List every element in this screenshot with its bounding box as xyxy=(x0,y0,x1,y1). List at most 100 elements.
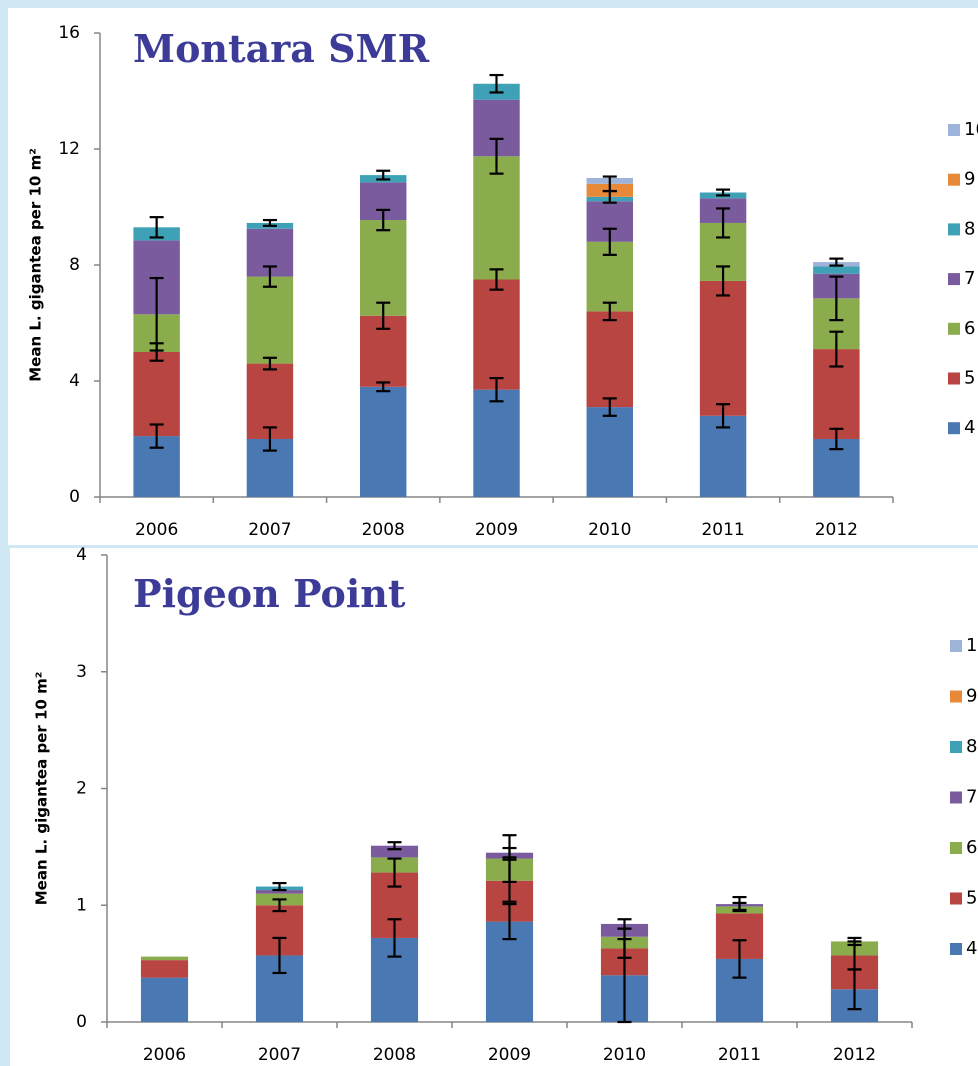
y-tick-label: 2 xyxy=(76,779,87,799)
y-tick-label: 8 xyxy=(69,255,80,275)
y-tick-label: 1 xyxy=(76,895,87,915)
error-bar xyxy=(149,423,164,449)
error-bar xyxy=(489,137,504,175)
legend-swatch xyxy=(948,223,960,236)
error-bar xyxy=(272,881,287,892)
x-tick-label: 2012 xyxy=(833,1045,876,1065)
error-bar xyxy=(272,936,287,975)
y-axis-label: Mean L. gigantea per 10 m² xyxy=(33,672,51,906)
error-bar xyxy=(502,902,517,941)
error-bar xyxy=(716,403,731,429)
error-bar xyxy=(149,276,164,352)
x-tick-label: 2010 xyxy=(588,520,631,540)
error-bar xyxy=(489,377,504,403)
x-tick-label: 2008 xyxy=(362,520,405,540)
legend-swatch xyxy=(948,124,960,136)
chart-title: Montara SMR xyxy=(133,26,430,71)
legend-swatch xyxy=(950,892,962,905)
legend-swatch xyxy=(950,842,962,854)
bar-segment xyxy=(586,311,634,408)
legend-label: 4 xyxy=(966,938,977,959)
legend-swatch xyxy=(948,322,960,335)
legend-label: 6 xyxy=(964,318,975,339)
error-bar xyxy=(716,188,731,197)
error-bar xyxy=(376,169,391,181)
legend-label: 9 xyxy=(964,169,975,190)
legend-label: 7 xyxy=(964,268,975,289)
error-bar xyxy=(489,73,504,94)
bar-segment xyxy=(586,407,634,497)
legend-label: 4 xyxy=(964,417,975,438)
error-bar xyxy=(829,275,844,322)
legend-label: 5 xyxy=(964,368,975,389)
legend-swatch xyxy=(948,173,960,186)
legend-label: 10 xyxy=(964,119,978,140)
chart-title: Pigeon Point xyxy=(133,571,406,616)
legend-swatch xyxy=(950,943,962,955)
error-bar xyxy=(732,939,747,979)
bar-segment xyxy=(140,956,189,961)
x-tick-label: 2011 xyxy=(701,520,744,540)
bar-segment xyxy=(370,845,419,858)
x-tick-label: 2007 xyxy=(248,520,291,540)
x-tick-label: 2012 xyxy=(815,520,858,540)
x-tick-label: 2006 xyxy=(143,1045,186,1065)
error-bar xyxy=(602,301,617,322)
error-bar xyxy=(502,834,517,884)
bar-segment xyxy=(699,415,747,497)
error-bar xyxy=(502,846,517,859)
error-bar xyxy=(847,936,862,947)
legend-swatch xyxy=(948,372,960,385)
error-bar xyxy=(829,257,844,267)
legend-label: 7 xyxy=(966,787,977,808)
error-bar xyxy=(829,330,844,368)
x-tick-label: 2006 xyxy=(135,520,178,540)
bar-segment xyxy=(133,352,180,437)
error-bar xyxy=(262,265,277,288)
error-bar xyxy=(387,841,402,851)
y-axis-label: Mean L. gigantea per 10 m² xyxy=(27,148,45,382)
x-tick-label: 2007 xyxy=(258,1045,301,1065)
legend-label: 8 xyxy=(966,736,977,757)
y-tick-label: 4 xyxy=(76,545,87,565)
error-bar xyxy=(262,356,277,371)
error-bar xyxy=(617,938,632,959)
error-bar xyxy=(716,265,731,297)
bar-segment xyxy=(359,386,407,497)
error-bar xyxy=(489,268,504,291)
bar-segment xyxy=(255,890,304,894)
x-tick-label: 2010 xyxy=(603,1045,646,1065)
legend-label: 6 xyxy=(966,837,977,858)
bar-segment xyxy=(473,389,520,497)
y-tick-label: 0 xyxy=(69,487,80,507)
legend-swatch xyxy=(950,640,962,652)
legend-label: 8 xyxy=(964,218,975,239)
bar-segment xyxy=(359,220,407,316)
y-tick-label: 12 xyxy=(58,139,80,159)
bar-segment xyxy=(473,279,520,390)
legend-label: 5 xyxy=(966,888,977,909)
error-bar xyxy=(376,381,391,393)
error-bar xyxy=(262,218,277,227)
bar-segment xyxy=(699,280,747,416)
error-bar xyxy=(732,895,747,913)
y-tick-label: 16 xyxy=(58,23,80,43)
error-bar xyxy=(387,857,402,888)
error-bar xyxy=(829,427,844,451)
legend-label: 10 xyxy=(966,635,978,656)
error-bar xyxy=(617,918,632,930)
legend-label: 9 xyxy=(966,686,977,707)
y-tick-label: 4 xyxy=(69,371,80,391)
x-tick-label: 2011 xyxy=(718,1045,761,1065)
bar-segment xyxy=(140,977,189,1022)
bar-segment xyxy=(140,960,189,978)
error-bar xyxy=(262,426,277,452)
legend-swatch xyxy=(950,791,962,804)
error-bar xyxy=(602,227,617,256)
legend-swatch xyxy=(948,273,960,286)
legend-swatch xyxy=(950,741,962,753)
error-bar xyxy=(602,175,617,193)
error-bar xyxy=(376,208,391,232)
bar-segment xyxy=(246,276,294,364)
